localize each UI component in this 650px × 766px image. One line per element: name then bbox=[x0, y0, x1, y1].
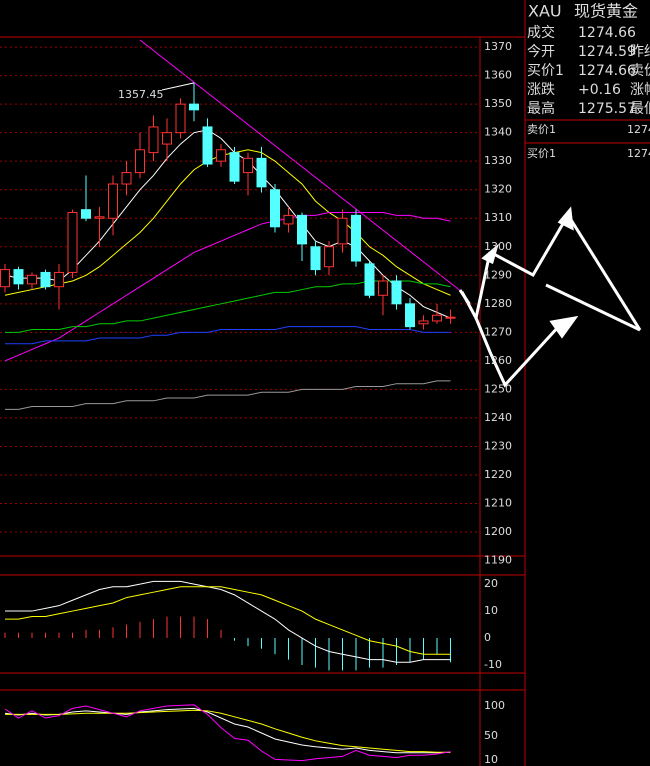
indicator-line bbox=[4, 212, 451, 362]
y-tick-label: 1260 bbox=[484, 354, 512, 367]
candle-body bbox=[216, 149, 226, 162]
indicator-line bbox=[5, 580, 451, 663]
candle-body bbox=[202, 126, 213, 165]
candle-body bbox=[297, 214, 307, 245]
candle-body bbox=[256, 157, 267, 188]
y-tick-label: 50 bbox=[484, 729, 498, 742]
candle-body bbox=[54, 271, 64, 288]
drawn-arrows bbox=[458, 206, 642, 388]
candle-body bbox=[108, 183, 118, 219]
candle-body bbox=[405, 303, 415, 328]
quote-value: 1274.59 bbox=[578, 44, 636, 60]
book-value: 1274 bbox=[627, 123, 650, 136]
candle-body bbox=[148, 126, 159, 154]
y-tick-label: 1210 bbox=[484, 497, 512, 510]
candle-body bbox=[81, 209, 91, 219]
candle-body bbox=[432, 314, 442, 322]
y-tick-label: 1360 bbox=[484, 69, 512, 82]
candle-body bbox=[13, 269, 24, 285]
y-tick-label: 1280 bbox=[484, 297, 512, 310]
y-tick-label: 1300 bbox=[484, 240, 512, 253]
indicator-line bbox=[5, 709, 451, 753]
y-tick-label: 1320 bbox=[484, 183, 512, 196]
y-tick-label: 1340 bbox=[484, 126, 512, 139]
symbol: XAU bbox=[528, 2, 562, 21]
candle-body bbox=[67, 212, 78, 273]
y-tick-label: 1310 bbox=[484, 211, 512, 224]
indicator-line bbox=[4, 707, 451, 754]
y-tick-label: 1200 bbox=[484, 525, 512, 538]
quote-panel: XAU 现货黄金 成交1274.66今开1274.59昨结买价11274.66卖… bbox=[527, 2, 650, 161]
candle-body bbox=[445, 316, 456, 319]
quote-label: 买价1 bbox=[527, 63, 564, 79]
candle-body bbox=[94, 216, 105, 219]
y-tick-label: 1250 bbox=[484, 382, 512, 395]
y-tick-label: 20 bbox=[484, 577, 498, 590]
book-value: 1274 bbox=[627, 147, 650, 160]
candle-body bbox=[337, 217, 348, 245]
y-tick-label: 1350 bbox=[484, 97, 512, 110]
indicator-line bbox=[4, 704, 451, 762]
candle-body bbox=[121, 172, 132, 185]
high-annotation: 1357.45 bbox=[118, 88, 164, 101]
quote-label: 今开 bbox=[527, 44, 555, 60]
candle-body bbox=[324, 246, 334, 268]
candle-body bbox=[40, 271, 51, 288]
indicator-line bbox=[5, 280, 451, 333]
y-tick-label: 1370 bbox=[484, 40, 512, 53]
book-label: 买价1 bbox=[527, 147, 556, 160]
candle-body bbox=[418, 320, 429, 325]
quote-extra-label: 卖价 bbox=[630, 63, 650, 79]
indicator-line bbox=[5, 380, 451, 410]
book-label: 卖价1 bbox=[527, 123, 556, 136]
quote-label: 涨跌 bbox=[527, 82, 555, 98]
quote-value: 1274.66 bbox=[578, 63, 636, 79]
quote-extra-label: 最低 bbox=[630, 101, 650, 117]
candle-body bbox=[283, 214, 294, 225]
candle-body bbox=[162, 132, 172, 145]
quote-label: 最高 bbox=[527, 100, 555, 117]
candle-body bbox=[310, 246, 321, 271]
y-tick-label: 100 bbox=[484, 699, 505, 712]
y-tick-label: 1270 bbox=[484, 325, 512, 338]
candle-body bbox=[175, 103, 186, 134]
quote-value: +0.16 bbox=[578, 82, 621, 98]
y-tick-label: -10 bbox=[484, 658, 502, 671]
candle-body bbox=[378, 280, 388, 296]
candle-body bbox=[27, 274, 37, 285]
candle-body bbox=[270, 189, 280, 228]
y-tick-label: 1240 bbox=[484, 411, 512, 424]
y-tick-label: 1190 bbox=[484, 554, 512, 567]
quote-extra-label: 昨结 bbox=[630, 44, 650, 60]
indicator-line bbox=[4, 149, 451, 296]
candle-body bbox=[229, 152, 240, 182]
trend-line bbox=[139, 39, 463, 293]
candle-body bbox=[391, 280, 402, 305]
indicator-line bbox=[5, 326, 451, 345]
candle-body bbox=[0, 269, 10, 288]
quote-value: 1274.66 bbox=[578, 25, 636, 41]
y-tick-label: 10 bbox=[484, 753, 498, 766]
y-tick-label: 1290 bbox=[484, 268, 512, 281]
candle-body bbox=[243, 157, 253, 174]
quote-extra-label: 涨幅 bbox=[630, 82, 650, 98]
quote-value: 1275.57 bbox=[578, 101, 636, 117]
y-tick-label: 1330 bbox=[484, 154, 512, 167]
y-tick-label: 10 bbox=[484, 604, 498, 617]
candle-body bbox=[364, 263, 375, 296]
y-tick-label: 0 bbox=[484, 631, 491, 644]
indicator-line bbox=[5, 586, 451, 655]
indicator-line bbox=[4, 129, 451, 319]
candle-body bbox=[189, 103, 199, 111]
y-tick-label: 1220 bbox=[484, 468, 512, 481]
candle-body bbox=[135, 149, 145, 174]
y-tick-label: 1230 bbox=[484, 439, 512, 452]
annotation-leader bbox=[161, 82, 195, 91]
instrument-name: 现货黄金 bbox=[574, 2, 638, 21]
quote-label: 成交 bbox=[527, 24, 555, 41]
candle-body bbox=[351, 214, 361, 262]
